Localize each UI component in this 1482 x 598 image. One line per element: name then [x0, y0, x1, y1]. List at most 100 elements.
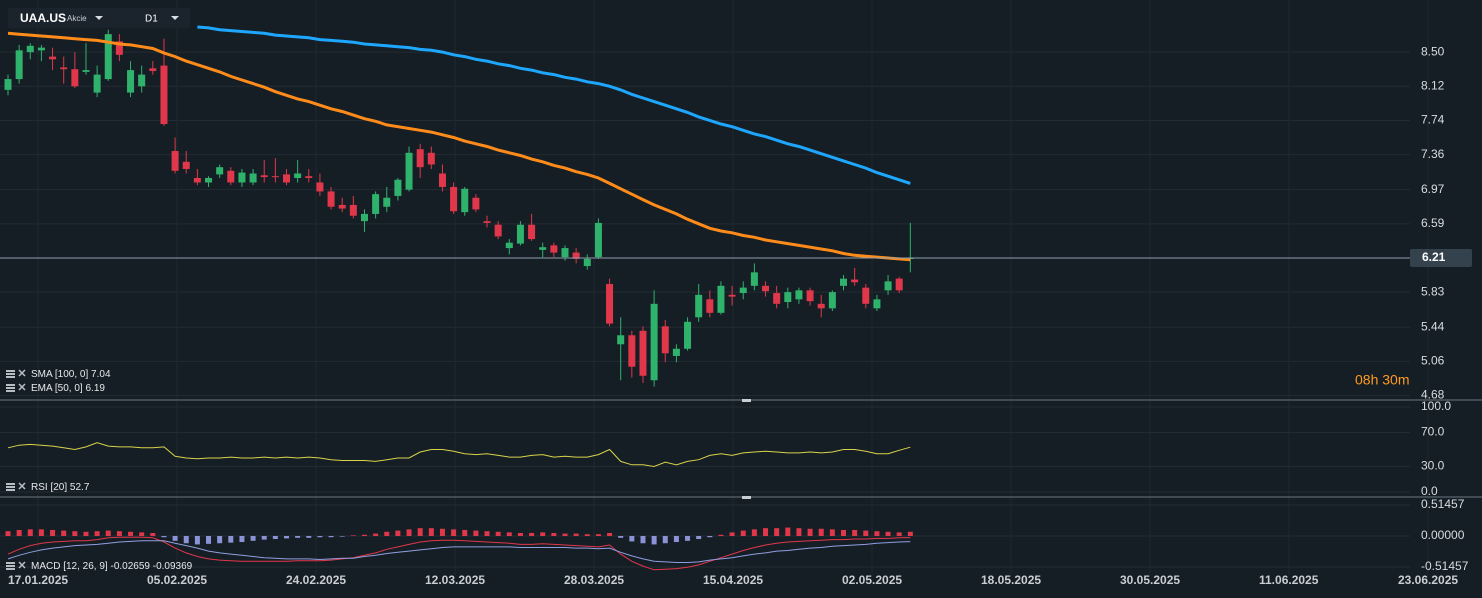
candle-body — [795, 290, 803, 300]
indicator-line — [7, 442, 911, 468]
histogram-bar — [885, 531, 891, 536]
candle-body — [93, 74, 101, 93]
candle-body — [49, 56, 57, 60]
histogram-bar — [462, 529, 468, 536]
histogram-bar — [707, 536, 713, 538]
candle-body — [294, 173, 302, 178]
histogram-bar — [829, 529, 835, 536]
resize-handle[interactable] — [742, 399, 751, 402]
histogram-bar — [517, 532, 523, 536]
histogram-bar — [27, 529, 33, 536]
histogram-bar — [651, 536, 657, 545]
histogram-bar — [640, 536, 646, 544]
histogram-bar — [562, 533, 568, 536]
histogram-bar — [874, 531, 880, 536]
candle-body — [26, 45, 34, 53]
y-tick-label: 8.50 — [1421, 44, 1445, 58]
histogram-bar — [38, 529, 44, 536]
histogram-bar — [673, 536, 679, 543]
histogram-bar — [5, 531, 11, 536]
histogram-bar — [818, 528, 824, 536]
histogram-bar — [361, 534, 367, 536]
y-tick-label: 6.97 — [1421, 182, 1445, 196]
legend-close-icons[interactable] — [18, 369, 26, 569]
candle-body — [840, 278, 847, 286]
timeframe: D1 — [145, 14, 158, 25]
histogram-bar — [451, 529, 457, 536]
histogram-bar — [540, 532, 546, 536]
histogram-bar — [16, 529, 22, 536]
legend-label: MACD [12, 26, 9] -0.02659 -0.09369 — [31, 561, 193, 572]
histogram-bar — [395, 530, 401, 536]
candle-body — [60, 67, 68, 70]
legend-icons — [6, 370, 15, 570]
candle-body — [884, 281, 892, 291]
candle-body — [238, 172, 246, 183]
legend-label: EMA [50, 0] 6.19 — [31, 383, 105, 394]
histogram-bar — [61, 530, 67, 536]
candle-body — [750, 272, 758, 286]
histogram-bar — [183, 536, 189, 544]
y-tick-label: 8.12 — [1421, 78, 1445, 92]
candle-body — [461, 188, 469, 213]
legend-label: RSI [20] 52.7 — [31, 482, 90, 493]
y-tick-label: 5.44 — [1421, 319, 1445, 333]
histogram-bar — [751, 529, 757, 536]
candle-body — [416, 149, 424, 168]
current-price-label: 6.21 — [1422, 250, 1446, 264]
legend-value: 6.19 — [85, 383, 105, 394]
histogram-bar — [718, 534, 724, 536]
candle-body — [617, 335, 625, 345]
histogram-bar — [529, 532, 535, 536]
x-tick-label: 15.04.2025 — [703, 573, 763, 587]
candle-body — [572, 252, 580, 259]
histogram-bar — [94, 531, 100, 536]
candle-body — [739, 287, 747, 294]
candle-body — [82, 70, 90, 72]
candle-body — [450, 186, 458, 212]
x-tick-label: 30.05.2025 — [1120, 573, 1180, 587]
histogram-bar — [150, 532, 156, 536]
candle-body — [639, 330, 647, 376]
indicator-line — [7, 536, 911, 571]
histogram-bar — [796, 528, 802, 536]
candle-body — [628, 335, 636, 367]
histogram-bar — [272, 536, 278, 540]
candle-body — [115, 41, 123, 55]
candle-body — [216, 167, 224, 175]
y-tick-label: 5.06 — [1421, 354, 1445, 368]
histogram-bar — [50, 529, 56, 536]
candle-body — [862, 287, 870, 304]
histogram-bar — [774, 528, 780, 536]
histogram-bar — [139, 532, 145, 536]
candle-body — [438, 173, 446, 187]
candle-body — [505, 242, 513, 249]
histogram-bar — [217, 536, 223, 544]
histogram-bar — [116, 531, 122, 536]
candle-body — [472, 197, 480, 210]
legend-name: SMA [100, 0] — [31, 369, 88, 380]
dropdown-arrow[interactable] — [95, 16, 103, 20]
histogram-bar — [907, 531, 913, 536]
histogram-bar — [473, 530, 479, 536]
histogram-bar — [896, 532, 902, 536]
candle-body — [483, 221, 491, 223]
legend-value: 52.7 — [70, 482, 90, 493]
candle-body — [828, 292, 836, 309]
candle-body — [762, 285, 770, 292]
x-tick-label: 17.01.2025 — [8, 573, 68, 587]
candle-body — [71, 69, 79, 87]
candle-body — [806, 290, 814, 302]
x-tick-label: 23.06.2025 — [1398, 573, 1458, 587]
candle-body — [349, 204, 357, 216]
candle-body — [717, 285, 725, 313]
histogram-bar — [729, 532, 735, 536]
resize-handle[interactable] — [742, 496, 751, 499]
indicator-line — [7, 31, 911, 262]
dropdown-arrow[interactable] — [171, 16, 179, 20]
candle-body — [15, 50, 23, 80]
y-tick-label: 5.83 — [1421, 284, 1445, 298]
candle-body — [4, 79, 12, 90]
histogram-bar — [662, 536, 668, 544]
